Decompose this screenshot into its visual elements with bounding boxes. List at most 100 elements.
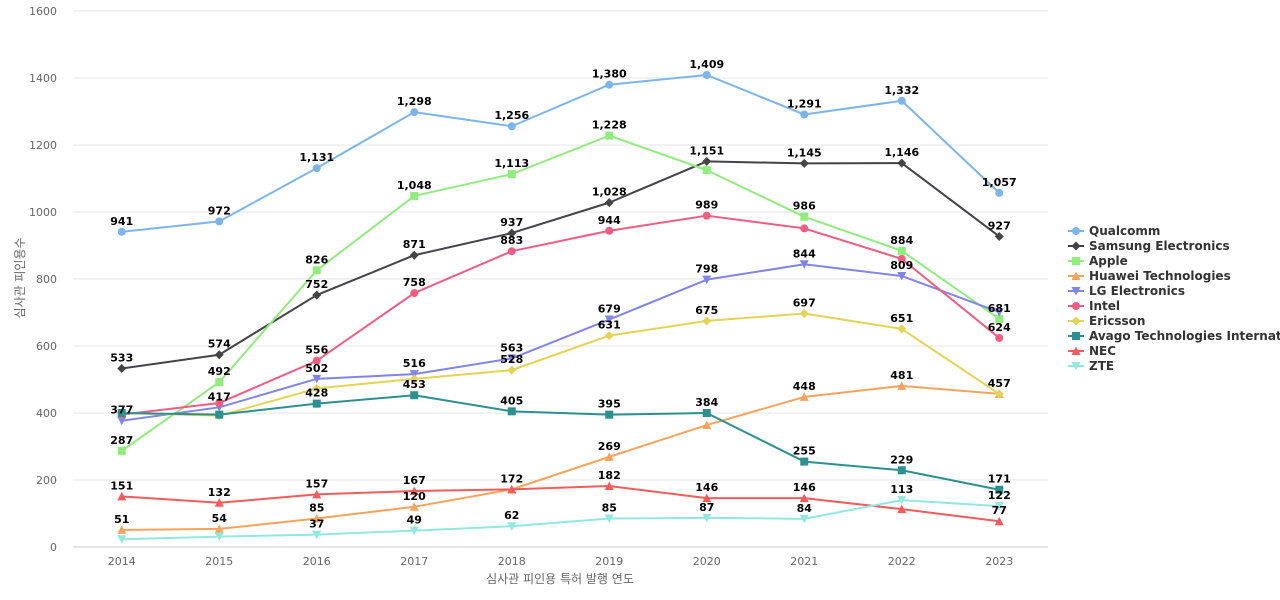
data-point[interactable]: [409, 374, 419, 384]
data-point[interactable]: [410, 289, 419, 298]
legend-item[interactable]: Intel: [1068, 299, 1120, 313]
data-point[interactable]: [897, 324, 907, 334]
legend-item[interactable]: Qualcomm: [1068, 224, 1160, 238]
data-point[interactable]: [897, 254, 906, 263]
data-point[interactable]: [507, 407, 516, 416]
data-point[interactable]: [214, 524, 224, 533]
series-line[interactable]: [121, 485, 1000, 523]
data-point[interactable]: [799, 309, 809, 319]
data-point[interactable]: [604, 331, 614, 341]
data-point[interactable]: [995, 485, 1004, 494]
data-point[interactable]: [605, 131, 614, 140]
data-point[interactable]: [995, 314, 1004, 323]
data-point[interactable]: [800, 110, 809, 119]
data-point[interactable]: [507, 522, 517, 531]
legend-item[interactable]: NEC: [1068, 344, 1116, 358]
data-point[interactable]: [897, 466, 906, 475]
data-point[interactable]: [702, 166, 711, 175]
data-point[interactable]: [702, 493, 712, 503]
data-point[interactable]: [702, 420, 712, 430]
series-line[interactable]: [121, 499, 1000, 541]
data-point[interactable]: [604, 315, 614, 325]
data-point[interactable]: [507, 170, 516, 179]
data-point[interactable]: [995, 188, 1004, 197]
data-point[interactable]: [215, 398, 224, 407]
data-point[interactable]: [994, 389, 1004, 399]
data-point[interactable]: [604, 514, 614, 524]
data-point[interactable]: [312, 164, 321, 173]
series-line[interactable]: [121, 73, 1000, 233]
data-point[interactable]: [702, 513, 712, 523]
legend-item[interactable]: Ericsson: [1068, 314, 1145, 328]
series-line[interactable]: [121, 384, 1000, 531]
data-point[interactable]: [409, 502, 419, 511]
legend-item[interactable]: Samsung Electronics: [1068, 239, 1230, 253]
legend-item[interactable]: ZTE: [1068, 359, 1114, 373]
data-point[interactable]: [409, 250, 419, 260]
series-line[interactable]: [121, 263, 1000, 422]
data-point[interactable]: [702, 156, 712, 166]
legend-item[interactable]: Huawei Technologies: [1068, 269, 1231, 283]
data-point[interactable]: [605, 80, 614, 89]
data-point[interactable]: [214, 350, 224, 360]
data-point[interactable]: [897, 158, 907, 168]
data-point[interactable]: [507, 228, 517, 238]
data-point[interactable]: [994, 308, 1004, 317]
data-point[interactable]: [800, 212, 809, 221]
data-point[interactable]: [214, 532, 224, 542]
data-point[interactable]: [117, 491, 127, 501]
data-point[interactable]: [117, 535, 127, 544]
data-point[interactable]: [604, 452, 614, 461]
data-point[interactable]: [994, 516, 1004, 526]
data-point[interactable]: [605, 226, 614, 235]
data-point[interactable]: [800, 224, 809, 233]
data-point[interactable]: [604, 198, 614, 208]
data-point[interactable]: [897, 271, 907, 281]
data-point[interactable]: [897, 504, 907, 514]
data-point[interactable]: [214, 498, 224, 507]
data-point[interactable]: [409, 486, 419, 496]
data-point[interactable]: [994, 502, 1004, 511]
data-point[interactable]: [312, 399, 321, 408]
data-point[interactable]: [312, 489, 322, 499]
data-point[interactable]: [799, 158, 809, 168]
data-point[interactable]: [117, 227, 126, 236]
data-point[interactable]: [312, 356, 321, 365]
data-point[interactable]: [605, 410, 614, 419]
data-point[interactable]: [897, 381, 907, 390]
data-point[interactable]: [507, 122, 516, 131]
legend-item[interactable]: Avago Technologies Internat...: [1068, 329, 1280, 343]
data-point[interactable]: [117, 363, 127, 373]
data-point[interactable]: [410, 108, 419, 117]
legend-item[interactable]: Apple: [1068, 254, 1128, 268]
series-line[interactable]: [121, 214, 1000, 416]
data-point[interactable]: [117, 409, 126, 417]
series-line[interactable]: [121, 312, 1000, 417]
data-point[interactable]: [994, 231, 1004, 241]
data-point[interactable]: [799, 493, 809, 503]
data-point[interactable]: [410, 391, 419, 400]
data-point[interactable]: [702, 211, 711, 220]
data-point[interactable]: [799, 392, 809, 401]
data-point[interactable]: [507, 247, 516, 256]
legend-item[interactable]: LG Electronics: [1068, 284, 1185, 298]
data-point[interactable]: [995, 333, 1004, 342]
data-point[interactable]: [702, 409, 711, 417]
data-point[interactable]: [800, 457, 809, 466]
data-point[interactable]: [312, 384, 322, 394]
series-line[interactable]: [121, 160, 1000, 370]
data-point[interactable]: [410, 191, 419, 200]
data-point[interactable]: [604, 481, 614, 491]
data-point[interactable]: [117, 446, 126, 455]
data-point[interactable]: [215, 217, 224, 226]
data-point[interactable]: [117, 525, 127, 534]
data-point[interactable]: [799, 514, 809, 524]
data-point[interactable]: [312, 530, 322, 540]
data-point[interactable]: [312, 266, 321, 275]
data-point[interactable]: [312, 374, 322, 384]
series-line[interactable]: [121, 134, 1000, 452]
data-point[interactable]: [702, 70, 711, 79]
data-point[interactable]: [702, 316, 712, 326]
data-point[interactable]: [507, 354, 517, 363]
data-point[interactable]: [897, 96, 906, 105]
